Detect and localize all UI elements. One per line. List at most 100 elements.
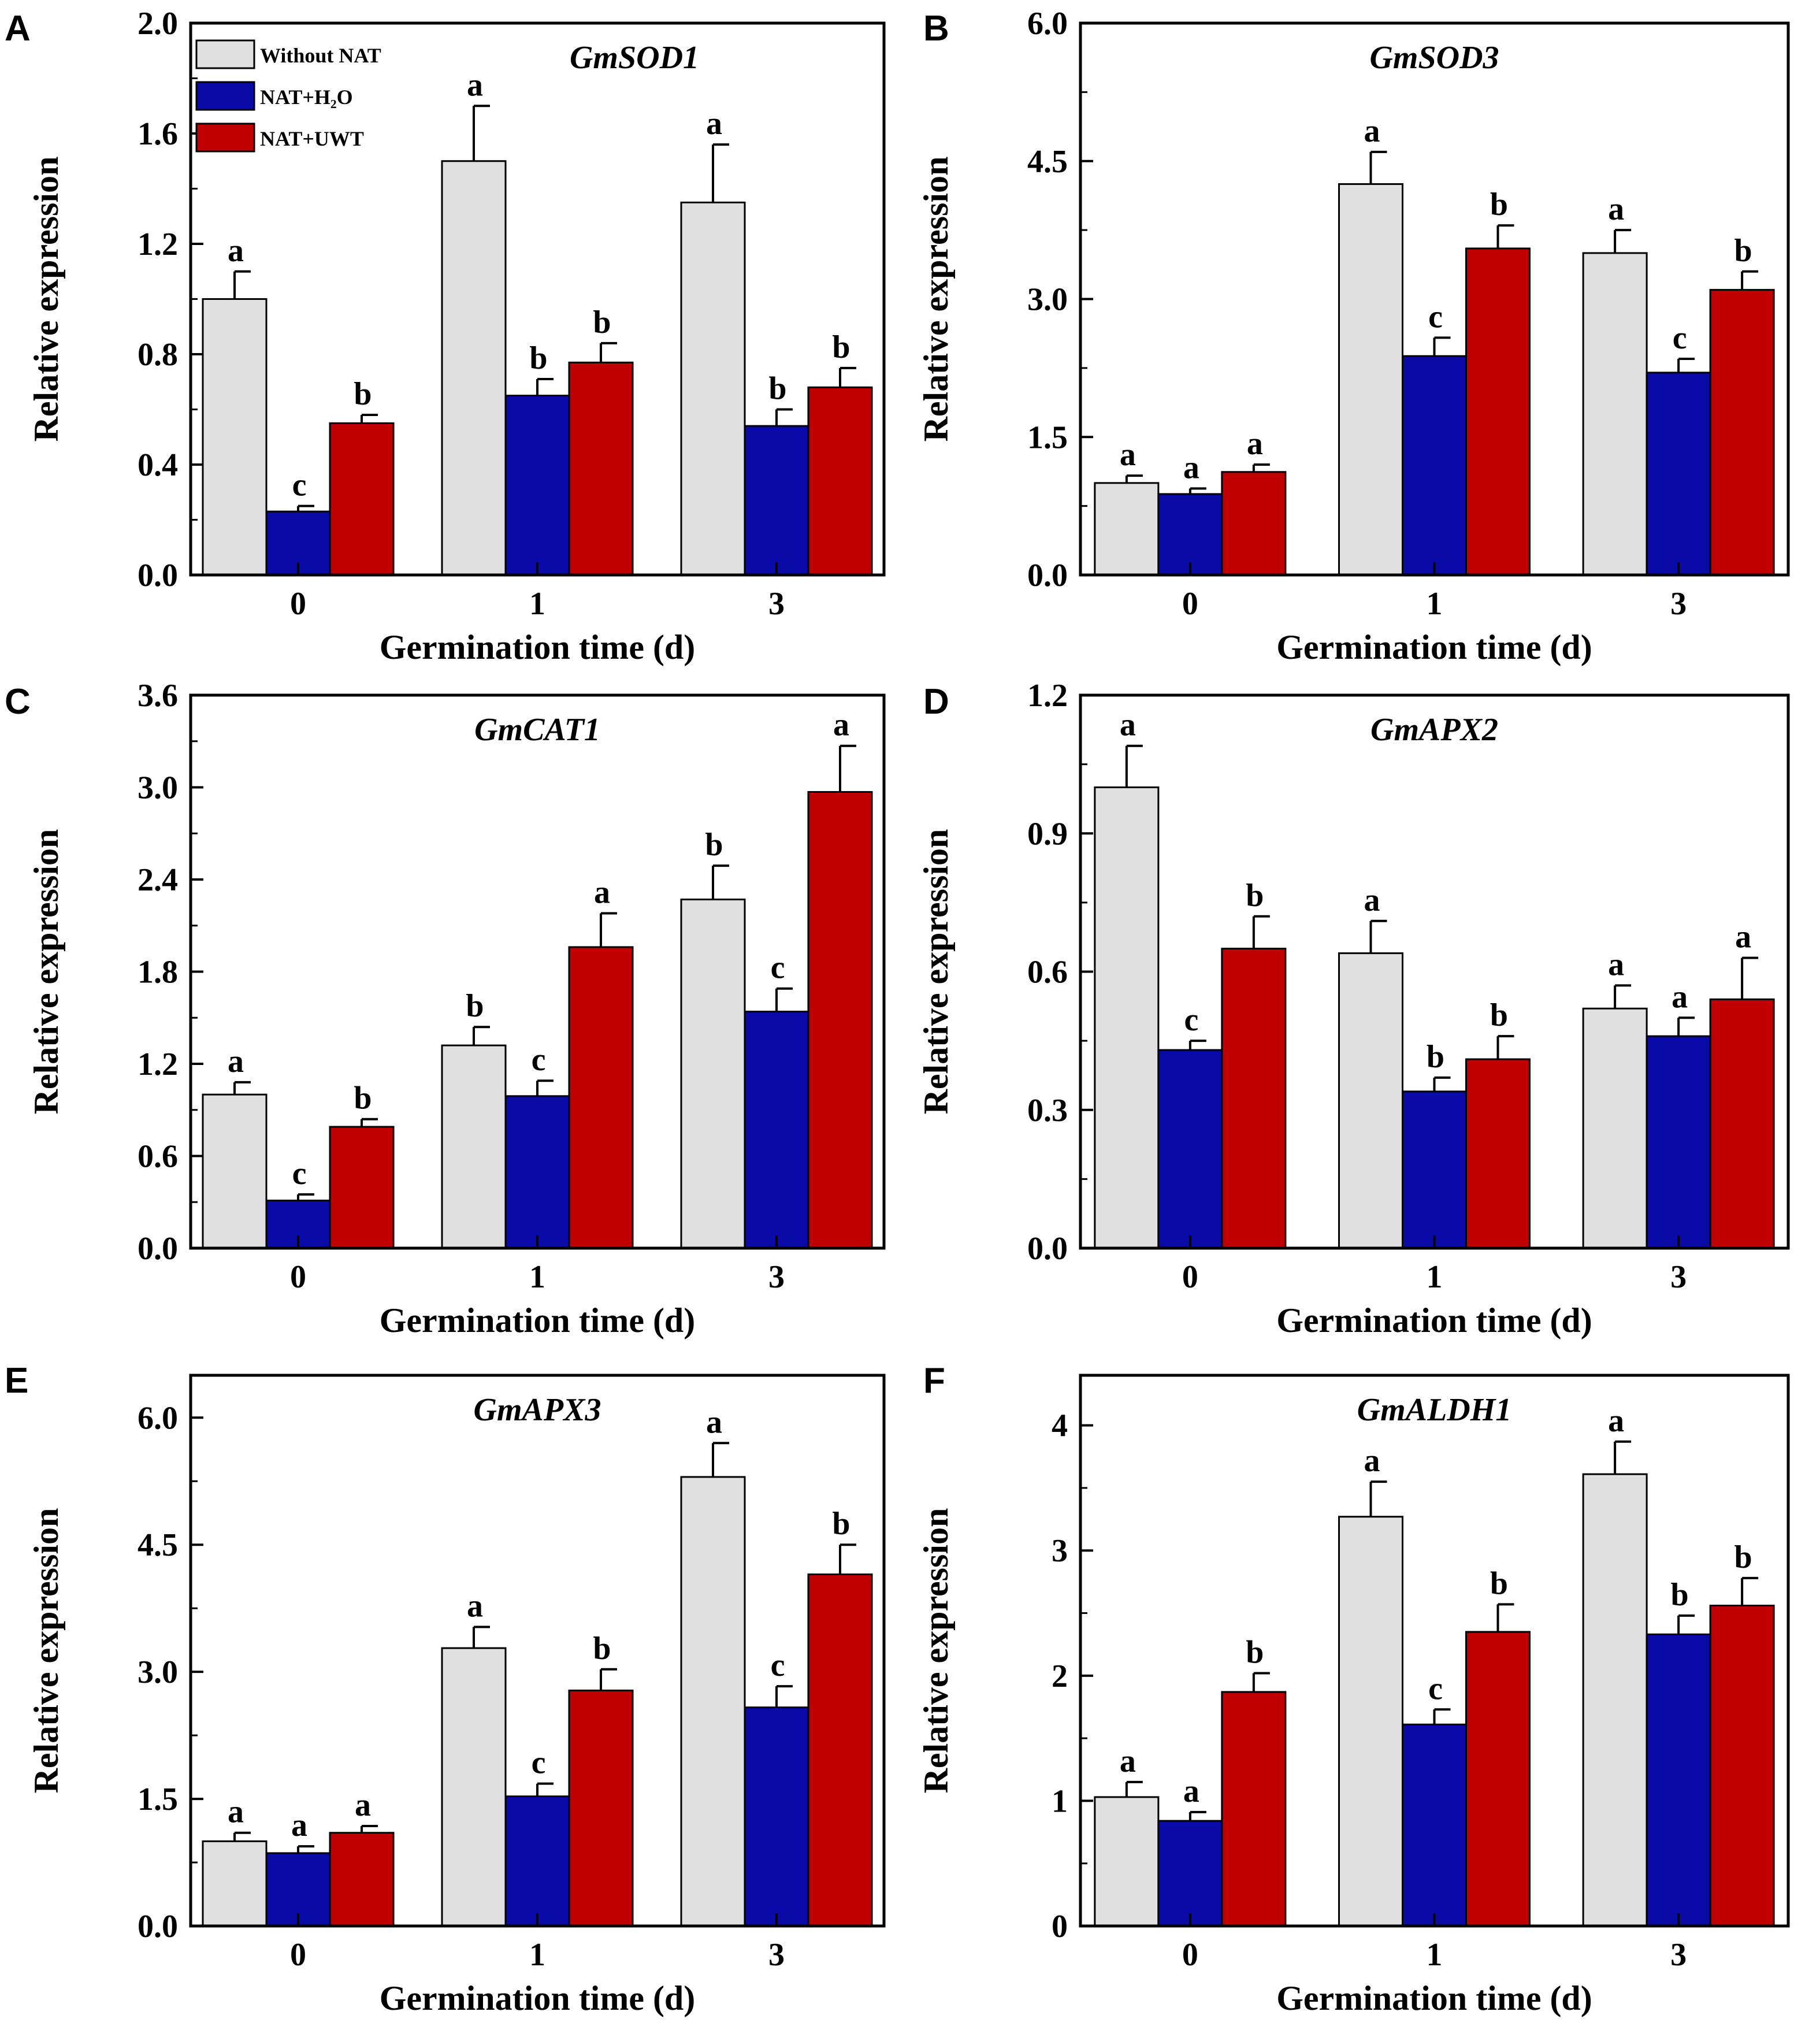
significance-letter: b bbox=[593, 1631, 611, 1667]
significance-letter: a bbox=[594, 874, 610, 910]
significance-letter: b bbox=[705, 827, 723, 863]
significance-letter: b bbox=[768, 371, 786, 407]
bar bbox=[680, 899, 746, 1249]
y-tick-label: 3 bbox=[1052, 1533, 1068, 1569]
significance-letter: b bbox=[832, 329, 850, 365]
y-tick-label: 3.6 bbox=[138, 678, 178, 714]
y-tick-label: 4.5 bbox=[138, 1527, 178, 1563]
legend-label: Without NAT bbox=[260, 44, 381, 67]
significance-letter: b bbox=[1734, 1539, 1752, 1575]
significance-letter: a bbox=[1364, 113, 1380, 149]
y-tick-label: 1 bbox=[1052, 1783, 1068, 1819]
panel-f: Fa a a a c b b b b 0 1 2 3 4 0 1 3 Germination time (d) Re… bbox=[917, 1361, 1790, 2017]
bar bbox=[1402, 1723, 1467, 1927]
bar bbox=[1465, 247, 1531, 576]
bar bbox=[744, 1706, 809, 1927]
bar bbox=[202, 298, 268, 576]
legend-swatch bbox=[195, 81, 255, 111]
y-tick-label: 1.6 bbox=[138, 116, 178, 152]
x-tick-label: 3 bbox=[768, 586, 785, 622]
bar bbox=[1157, 1820, 1223, 1927]
significance-letter: c bbox=[1428, 299, 1443, 335]
significance-letter: c bbox=[771, 1647, 785, 1683]
x-tick-label: 1 bbox=[529, 1937, 545, 1973]
legend-label: NAT+UWT bbox=[260, 127, 364, 150]
bar bbox=[1221, 471, 1287, 576]
y-tick-label: 0.3 bbox=[1027, 1093, 1068, 1129]
bar bbox=[744, 1011, 809, 1249]
x-axis-title: Germination time (d) bbox=[380, 628, 696, 666]
y-tick-label: 3.0 bbox=[138, 1654, 178, 1690]
bar bbox=[1646, 1633, 1711, 1927]
significance-letter: c bbox=[292, 1156, 307, 1192]
significance-letter: a bbox=[1183, 450, 1199, 485]
bar bbox=[329, 422, 395, 576]
bar bbox=[329, 1126, 395, 1249]
panel-letter: F bbox=[923, 1361, 945, 1401]
bar bbox=[680, 201, 746, 576]
bar bbox=[441, 1044, 507, 1249]
significance-letter: c bbox=[1184, 1002, 1198, 1038]
significance-letter: b bbox=[529, 340, 547, 376]
significance-letter: b bbox=[1246, 1634, 1264, 1670]
x-tick-label: 0 bbox=[290, 1259, 306, 1295]
bar bbox=[1465, 1631, 1531, 1927]
y-tick-label: 6.0 bbox=[1027, 6, 1068, 42]
bar bbox=[504, 1095, 570, 1249]
y-axis-title: Relative expression bbox=[27, 829, 65, 1115]
significance-letter: a bbox=[1247, 426, 1263, 462]
legend-swatch bbox=[195, 39, 255, 69]
significance-letter: b bbox=[1490, 1565, 1508, 1601]
significance-letter: a bbox=[228, 1044, 244, 1079]
y-tick-label: 0.8 bbox=[138, 337, 178, 373]
bar bbox=[1402, 355, 1467, 576]
y-tick-label: 0 bbox=[1052, 1909, 1068, 1944]
significance-letter: b bbox=[1246, 878, 1264, 914]
y-tick-label: 2.0 bbox=[138, 6, 178, 42]
x-axis-title: Germination time (d) bbox=[380, 1301, 696, 1339]
significance-letter: c bbox=[1673, 320, 1687, 356]
significance-letter: a bbox=[833, 707, 849, 743]
bar bbox=[202, 1093, 268, 1249]
x-tick-label: 1 bbox=[1427, 586, 1443, 622]
bar bbox=[1157, 493, 1223, 576]
gene-title: GmAPX2 bbox=[1370, 712, 1498, 748]
y-tick-label: 0.6 bbox=[138, 1139, 178, 1175]
y-tick-label: 1.2 bbox=[1027, 678, 1068, 714]
x-tick-label: 0 bbox=[290, 586, 306, 622]
y-tick-label: 1.8 bbox=[138, 955, 178, 990]
panel-b: Ba a a a c c a b b 0.0 1.5 3.0 4.5 6.0 0 1 3 Germination … bbox=[917, 6, 1790, 666]
significance-letter: a bbox=[1120, 1743, 1136, 1779]
bar bbox=[680, 1476, 746, 1927]
significance-letter: a bbox=[1120, 437, 1136, 473]
x-tick-label: 0 bbox=[290, 1937, 306, 1973]
gene-title: GmSOD1 bbox=[570, 40, 699, 76]
y-tick-label: 0.4 bbox=[138, 447, 178, 483]
y-tick-label: 0.9 bbox=[1027, 816, 1068, 852]
significance-letter: b bbox=[466, 988, 484, 1024]
y-tick-label: 0.0 bbox=[138, 1909, 178, 1944]
y-tick-label: 0.0 bbox=[1027, 1231, 1068, 1267]
bar bbox=[329, 1832, 395, 1927]
panel-letter: C bbox=[5, 682, 31, 722]
significance-letter: a bbox=[291, 1808, 307, 1843]
bar bbox=[504, 1795, 570, 1927]
bar bbox=[568, 946, 634, 1249]
panel-e: Ea a a a c c a b b 0.0 1.5 3.0 4.5 6.0 0 1 3 Germination … bbox=[5, 1361, 886, 2017]
significance-letter: a bbox=[706, 106, 722, 142]
x-axis-title: Germination time (d) bbox=[1276, 1301, 1592, 1339]
bar bbox=[807, 386, 873, 576]
significance-letter: a bbox=[355, 1787, 371, 1823]
significance-letter: a bbox=[1608, 1403, 1624, 1439]
significance-letter: b bbox=[1734, 233, 1752, 269]
legend: Without NAT NAT+H₂O NAT+UWT bbox=[195, 39, 381, 153]
bar bbox=[1094, 1796, 1160, 1927]
significance-letter: b bbox=[1490, 997, 1508, 1033]
x-axis-title: Germination time (d) bbox=[1276, 1979, 1592, 2017]
significance-letter: a bbox=[1364, 882, 1380, 918]
y-axis-title: Relative expression bbox=[917, 829, 955, 1115]
gene-title: GmAPX3 bbox=[474, 1392, 601, 1428]
y-tick-label: 1.2 bbox=[138, 1046, 178, 1082]
bar bbox=[744, 425, 809, 576]
